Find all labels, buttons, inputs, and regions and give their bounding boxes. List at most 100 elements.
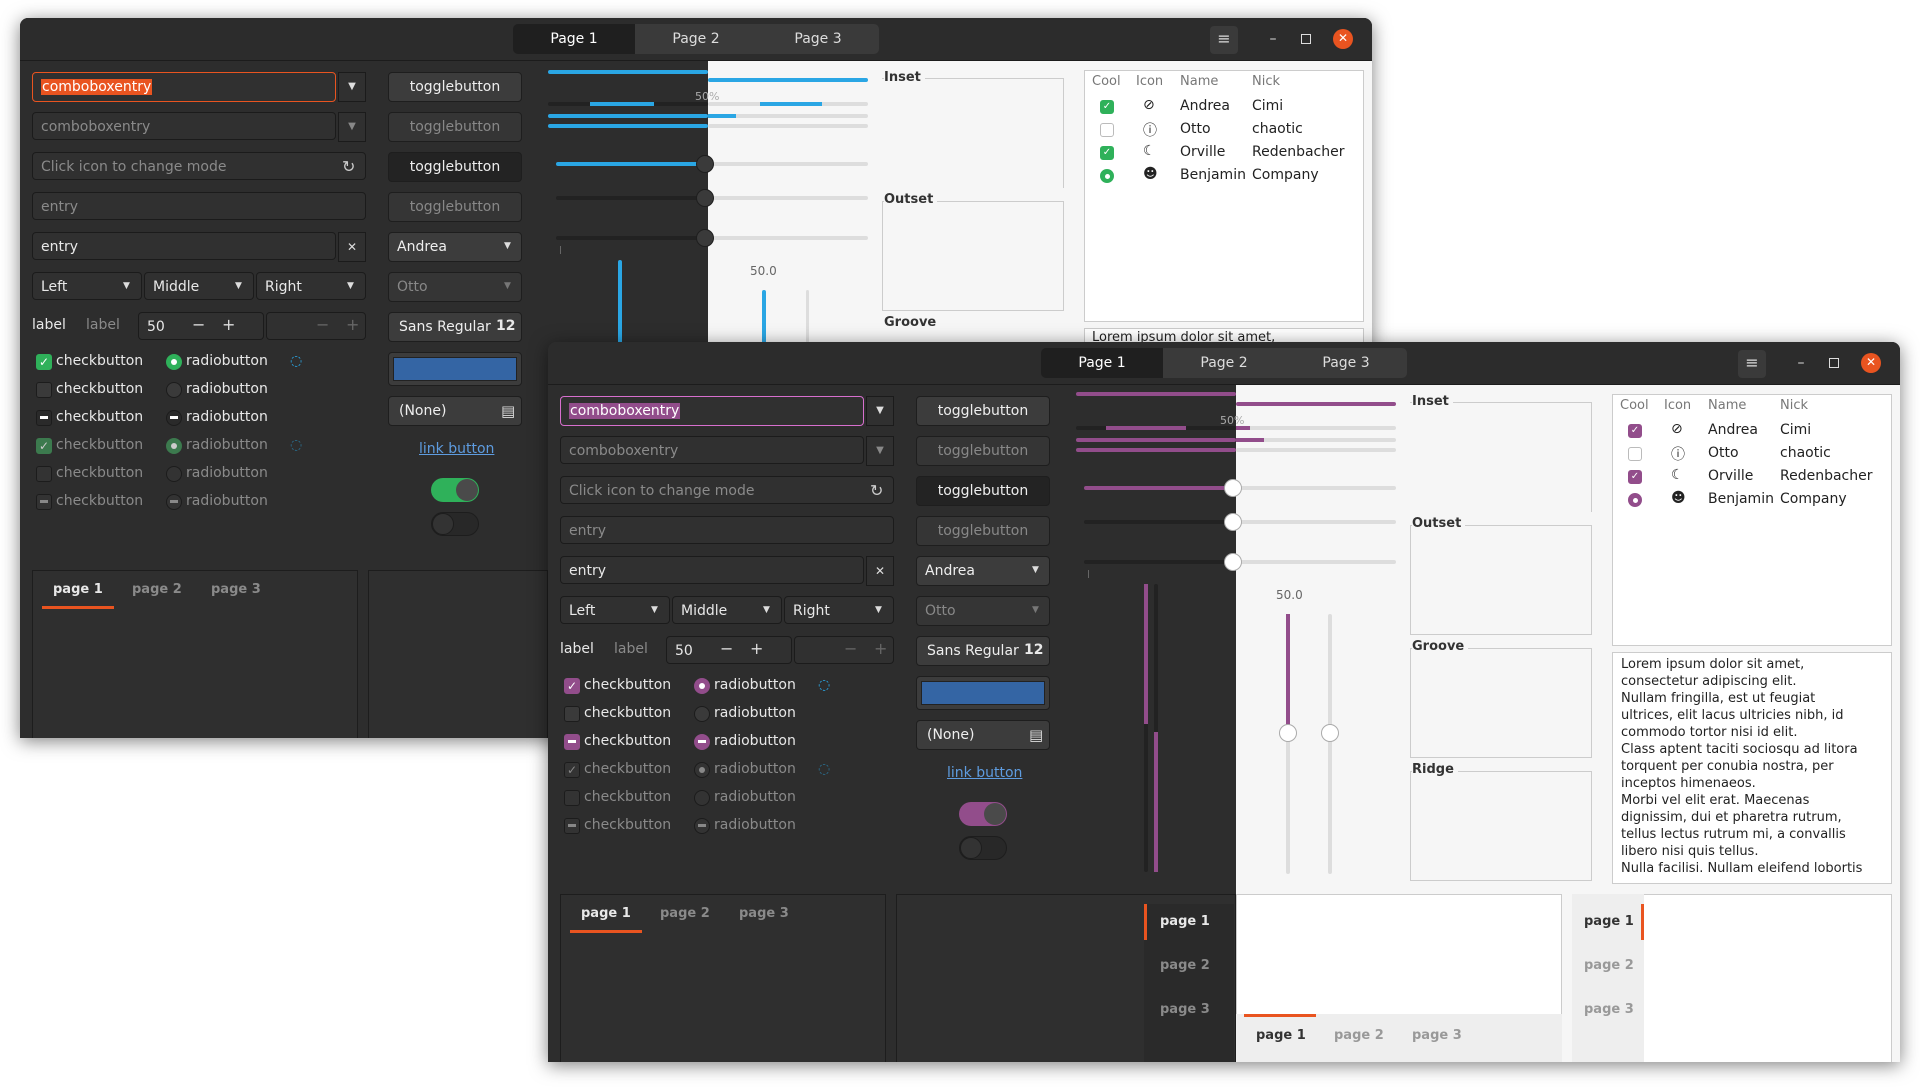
scale-slider[interactable] bbox=[696, 155, 714, 173]
tree-check[interactable]: ✓ bbox=[1628, 424, 1642, 438]
minus-icon[interactable]: − bbox=[192, 315, 206, 334]
maximize-icon[interactable] bbox=[1301, 34, 1311, 44]
notebook-bottom-tab-page-3[interactable]: page 3 bbox=[1412, 1028, 1462, 1043]
notebook-tab-page-2[interactable]: page 2 bbox=[660, 906, 710, 921]
combo-middle[interactable]: Middle bbox=[672, 596, 782, 624]
font-button[interactable]: Sans Regular bbox=[388, 312, 522, 342]
scale-slider[interactable] bbox=[1224, 479, 1242, 497]
togglebutton[interactable]: togglebutton bbox=[388, 72, 522, 102]
icon-entry[interactable]: Click icon to change mode bbox=[32, 152, 366, 180]
switch-on[interactable] bbox=[959, 802, 1007, 826]
radiobutton-checked[interactable] bbox=[166, 354, 182, 370]
combo-left[interactable]: Left bbox=[32, 272, 142, 300]
refresh-icon[interactable]: ↻ bbox=[870, 481, 884, 500]
minus-icon[interactable]: − bbox=[720, 639, 734, 658]
notebook-tab-page-3[interactable]: page 3 bbox=[211, 582, 261, 597]
notebook-light-side-tab-page-2[interactable]: page 2 bbox=[1584, 958, 1634, 973]
checkbutton-mixed[interactable] bbox=[36, 410, 52, 426]
tree-check[interactable] bbox=[1100, 123, 1114, 137]
scale-slider[interactable] bbox=[1224, 553, 1242, 571]
maximize-icon[interactable] bbox=[1829, 358, 1839, 368]
text-view[interactable]: Lorem ipsum dolor sit amet, consectetur a… bbox=[1612, 652, 1892, 884]
notebook-light-side-tab-page-1[interactable]: page 1 bbox=[1584, 914, 1634, 929]
tab-page-2[interactable]: Page 2 bbox=[635, 24, 757, 54]
entry-field[interactable]: entry bbox=[560, 556, 864, 584]
checkbutton-mixed[interactable] bbox=[564, 734, 580, 750]
togglebutton-active[interactable]: togglebutton bbox=[916, 476, 1050, 506]
tree-check[interactable] bbox=[1628, 447, 1642, 461]
clear-icon[interactable]: ✕ bbox=[866, 556, 894, 586]
tree-check[interactable]: ✓ bbox=[1100, 146, 1114, 160]
close-icon[interactable]: ✕ bbox=[1333, 29, 1353, 49]
menu-icon[interactable]: ≡ bbox=[1210, 26, 1238, 54]
radiobutton-unchecked[interactable] bbox=[694, 706, 710, 722]
entry-placeholder[interactable]: entry bbox=[32, 192, 366, 220]
refresh-icon[interactable]: ↻ bbox=[342, 157, 356, 176]
col-nick[interactable]: Nick bbox=[1780, 398, 1809, 413]
radiobutton-unchecked[interactable] bbox=[166, 382, 182, 398]
combo-dropdown-button[interactable]: ▼ bbox=[338, 72, 366, 102]
radiobutton-mixed[interactable] bbox=[694, 734, 710, 750]
tree-check[interactable]: ✓ bbox=[1628, 470, 1642, 484]
entry-field[interactable]: entry bbox=[32, 232, 336, 260]
spin-button[interactable]: 50 bbox=[666, 636, 792, 664]
plus-icon[interactable]: + bbox=[222, 315, 236, 334]
tab-page-2[interactable]: Page 2 bbox=[1163, 348, 1285, 378]
file-chooser-button[interactable]: (None) bbox=[916, 720, 1050, 750]
notebook-bottom-tab-page-2[interactable]: page 2 bbox=[1334, 1028, 1384, 1043]
col-icon[interactable]: Icon bbox=[1664, 398, 1692, 413]
switch-on[interactable] bbox=[431, 478, 479, 502]
file-chooser-button[interactable]: (None) bbox=[388, 396, 522, 426]
tab-page-3[interactable]: Page 3 bbox=[757, 24, 879, 54]
notebook-bottom-tab-page-1[interactable]: page 1 bbox=[1256, 1028, 1306, 1043]
close-icon[interactable]: ✕ bbox=[1861, 353, 1881, 373]
comboboxentry-active[interactable]: comboboxentry bbox=[560, 396, 864, 426]
notebook-tab-page-2[interactable]: page 2 bbox=[132, 582, 182, 597]
vscale-slider[interactable] bbox=[1321, 724, 1339, 742]
notebook-tab-page-1[interactable]: page 1 bbox=[581, 906, 631, 921]
checkbutton-unchecked[interactable] bbox=[564, 706, 580, 722]
menu-icon[interactable]: ≡ bbox=[1738, 350, 1766, 378]
minimize-icon[interactable]: – bbox=[1269, 31, 1277, 47]
checkbutton-unchecked[interactable] bbox=[36, 382, 52, 398]
tab-page-1[interactable]: Page 1 bbox=[513, 24, 635, 54]
combo-right[interactable]: Right bbox=[256, 272, 366, 300]
entry-placeholder[interactable]: entry bbox=[560, 516, 894, 544]
color-button[interactable] bbox=[388, 352, 522, 386]
plus-icon[interactable]: + bbox=[750, 639, 764, 658]
checkbutton-checked[interactable]: ✓ bbox=[564, 678, 580, 694]
scale-slider[interactable] bbox=[1224, 513, 1242, 531]
scale-slider[interactable] bbox=[696, 229, 714, 247]
tab-page-3[interactable]: Page 3 bbox=[1285, 348, 1407, 378]
clear-icon[interactable]: ✕ bbox=[338, 232, 366, 262]
font-button[interactable]: Sans Regular bbox=[916, 636, 1050, 666]
col-name[interactable]: Name bbox=[1180, 74, 1219, 89]
notebook-side-tab-page-3[interactable]: page 3 bbox=[1160, 1002, 1210, 1017]
tree-radio[interactable] bbox=[1100, 169, 1114, 183]
radiobutton-mixed[interactable] bbox=[166, 410, 182, 426]
col-cool[interactable]: Cool bbox=[1092, 74, 1121, 89]
notebook-side-tab-page-1[interactable]: page 1 bbox=[1160, 914, 1210, 929]
color-button[interactable] bbox=[916, 676, 1050, 710]
link-button[interactable]: link button bbox=[419, 441, 495, 457]
comboboxentry-active[interactable]: comboboxentry bbox=[32, 72, 336, 102]
notebook-tab-page-1[interactable]: page 1 bbox=[53, 582, 103, 597]
notebook-tab-page-3[interactable]: page 3 bbox=[739, 906, 789, 921]
vscale-slider[interactable] bbox=[1279, 724, 1297, 742]
checkbutton-checked[interactable]: ✓ bbox=[36, 354, 52, 370]
notebook-side-tab-page-2[interactable]: page 2 bbox=[1160, 958, 1210, 973]
col-icon[interactable]: Icon bbox=[1136, 74, 1164, 89]
radiobutton-checked[interactable] bbox=[694, 678, 710, 694]
togglebutton-active[interactable]: togglebutton bbox=[388, 152, 522, 182]
minimize-icon[interactable]: – bbox=[1797, 355, 1805, 371]
combo-dropdown-button[interactable]: ▼ bbox=[866, 396, 894, 426]
icon-entry[interactable]: Click icon to change mode bbox=[560, 476, 894, 504]
tree-radio[interactable] bbox=[1628, 493, 1642, 507]
combo-middle[interactable]: Middle bbox=[144, 272, 254, 300]
tree-check[interactable]: ✓ bbox=[1100, 100, 1114, 114]
tab-page-1[interactable]: Page 1 bbox=[1041, 348, 1163, 378]
link-button[interactable]: link button bbox=[947, 765, 1023, 781]
combo-right[interactable]: Right bbox=[784, 596, 894, 624]
togglebutton[interactable]: togglebutton bbox=[916, 396, 1050, 426]
col-cool[interactable]: Cool bbox=[1620, 398, 1649, 413]
